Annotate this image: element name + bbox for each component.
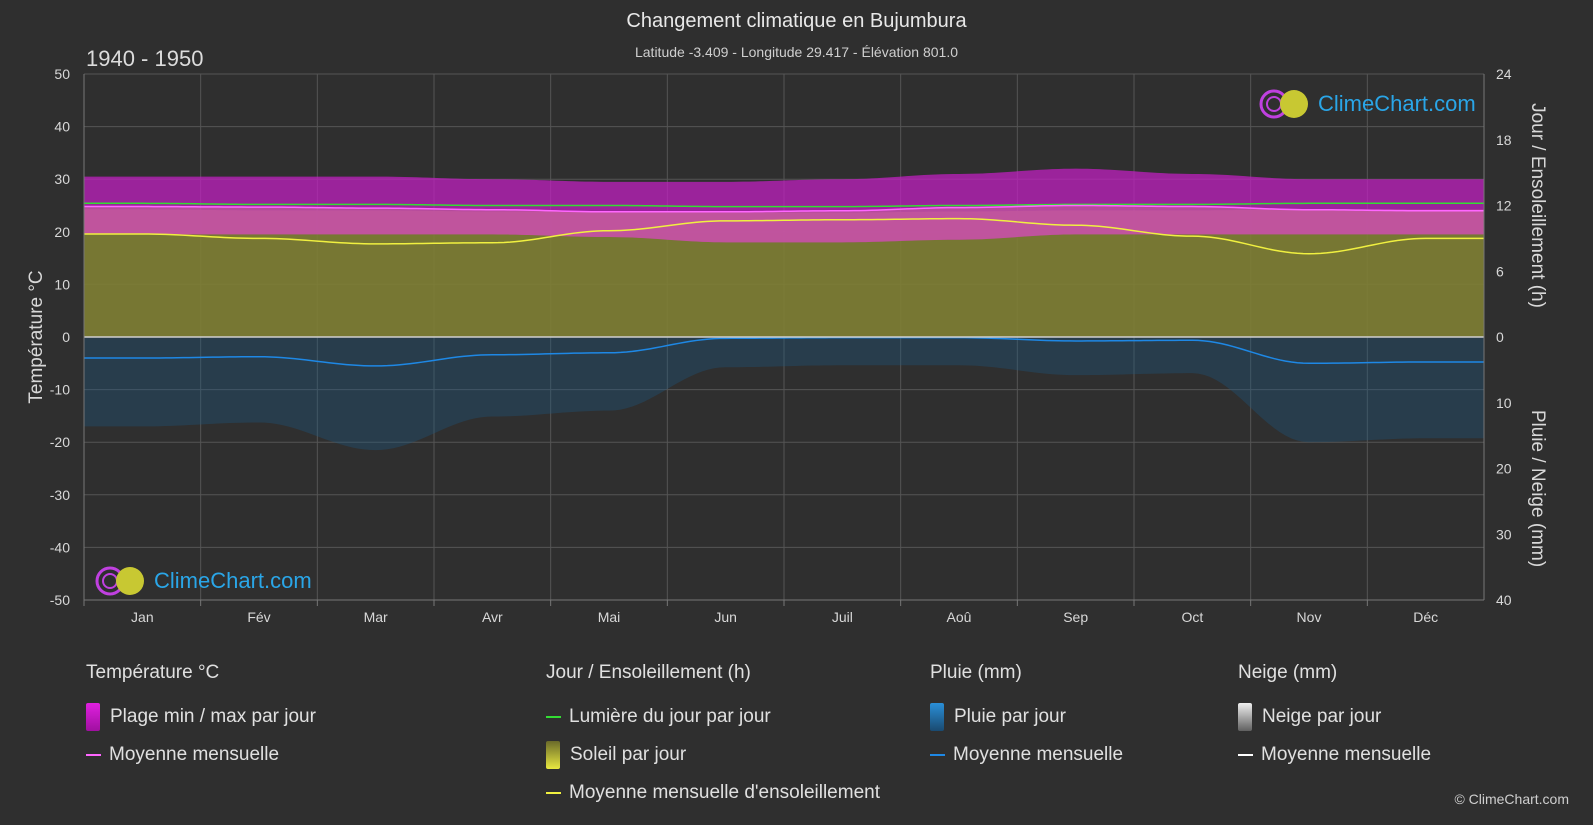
swatch-snow (1238, 703, 1252, 731)
legend-item: Moyenne mensuelle (1238, 736, 1431, 774)
logo-text: ClimeChart.com (1318, 91, 1476, 116)
copyright: © ClimeChart.com (1454, 791, 1569, 807)
legend-sun: Jour / Ensoleillement (h) Lumière du jou… (546, 662, 880, 812)
legend-label: Moyenne mensuelle (953, 744, 1124, 765)
temp-mean-line (84, 204, 1484, 213)
y-left-tick-label: 30 (54, 171, 70, 187)
legend-header: Neige (mm) (1238, 662, 1338, 683)
y-right-tick-label: 18 (1496, 132, 1512, 148)
x-tick-label: Déc (1413, 609, 1438, 625)
period-label: 1940 - 1950 (86, 46, 204, 71)
temp-range-band (84, 168, 1484, 243)
y-left-tick-label: -50 (50, 592, 70, 608)
y-right-tick-label: 30 (1496, 526, 1512, 542)
legend-item: Neige par jour (1238, 698, 1431, 736)
logo-icon (1259, 89, 1308, 119)
legend-label: Soleil par jour (570, 744, 687, 765)
legend-label: Moyenne mensuelle (109, 744, 280, 765)
x-tick-label: Mai (598, 609, 621, 625)
y-right-tick-label: 0 (1496, 329, 1504, 345)
y-right-tick-label: 40 (1496, 592, 1512, 608)
y-left-tick-label: 10 (54, 276, 70, 292)
y-left-tick-label: -10 (50, 382, 70, 398)
y-right-tick-label: 12 (1496, 198, 1512, 214)
legend-temperature: Température °C Plage min / max par jour … (86, 662, 316, 774)
legend-label: Moyenne mensuelle d'ensoleillement (569, 782, 880, 803)
x-tick-label: Avr (482, 609, 503, 625)
sunshine-mean-line (84, 217, 1484, 255)
rain-mean-line (84, 336, 1484, 367)
swatch-daylight (546, 716, 561, 718)
legend-item: Moyenne mensuelle d'ensoleillement (546, 774, 880, 812)
swatch-sunshine (546, 741, 560, 769)
swatch-temp-mean (86, 754, 101, 756)
chart-title: Changement climatique en Bujumbura (626, 10, 967, 32)
y-left-tick-label: 20 (54, 224, 70, 240)
legend-label: Lumière du jour par jour (569, 706, 771, 727)
x-tick-label: Nov (1297, 609, 1322, 625)
swatch-snow-mean (1238, 754, 1253, 756)
legend-item: Soleil par jour (546, 736, 880, 774)
x-tick-label: Jun (714, 609, 737, 625)
y-left-axis-title: Température °C (26, 270, 47, 403)
legend-item: Pluie par jour (930, 698, 1123, 736)
legend-header: Température °C (86, 662, 220, 683)
x-tick-label: Jan (131, 609, 154, 625)
y-left-tick-label: 50 (54, 66, 70, 82)
swatch-rain-mean (930, 754, 945, 756)
y-left-tick-label: -20 (50, 434, 70, 450)
legend-label: Plage min / max par jour (110, 706, 316, 727)
y-right-top-axis-title: Jour / Ensoleillement (h) (1527, 103, 1548, 308)
legend-header: Jour / Ensoleillement (h) (546, 662, 751, 683)
y-left-tick-label: 0 (62, 329, 70, 345)
x-tick-label: Juil (832, 609, 853, 625)
logo-icon (95, 566, 144, 596)
swatch-sunshine-mean (546, 792, 561, 794)
daylight-line (84, 202, 1484, 208)
y-left-tick-label: -40 (50, 539, 70, 555)
legend-label: Moyenne mensuelle (1261, 744, 1432, 765)
logo-bottom: ClimeChart.com (94, 565, 312, 597)
logo-text: ClimeChart.com (154, 568, 312, 593)
x-tick-label: Fév (247, 609, 270, 625)
swatch-rain (930, 703, 944, 731)
y-left-tick-label: -30 (50, 487, 70, 503)
x-tick-label: Sep (1063, 609, 1088, 625)
y-right-bottom-axis-title: Pluie / Neige (mm) (1527, 410, 1548, 567)
legend-item: Moyenne mensuelle (86, 736, 316, 774)
chart-subtitle: Latitude -3.409 - Longitude 29.417 - Élé… (634, 44, 959, 60)
temp-range-lower (84, 205, 1484, 243)
y-right-tick-label: 20 (1496, 461, 1512, 477)
sunshine-area (84, 209, 1484, 337)
x-tick-label: Aoû (947, 609, 972, 625)
legend-item: Lumière du jour par jour (546, 698, 880, 736)
legend-label: Pluie par jour (954, 706, 1066, 727)
y-left-tick-label: 40 (54, 119, 70, 135)
legend-item: Moyenne mensuelle (930, 736, 1123, 774)
y-right-tick-label: 10 (1496, 395, 1512, 411)
logo-top: ClimeChart.com (1258, 88, 1476, 120)
swatch-temp-range (86, 703, 100, 731)
legend-label: Neige par jour (1262, 706, 1382, 727)
y-right-tick-label: 24 (1496, 66, 1512, 82)
x-tick-label: Mar (364, 609, 388, 625)
legend-header: Pluie (mm) (930, 662, 1022, 683)
x-tick-label: Oct (1181, 609, 1203, 625)
legend-snow: Neige (mm) Neige par jour Moyenne mensue… (1238, 662, 1431, 774)
legend-rain: Pluie (mm) Pluie par jour Moyenne mensue… (930, 662, 1123, 774)
y-right-tick-label: 6 (1496, 263, 1504, 279)
legend-item: Plage min / max par jour (86, 698, 316, 736)
rain-area (84, 337, 1484, 451)
